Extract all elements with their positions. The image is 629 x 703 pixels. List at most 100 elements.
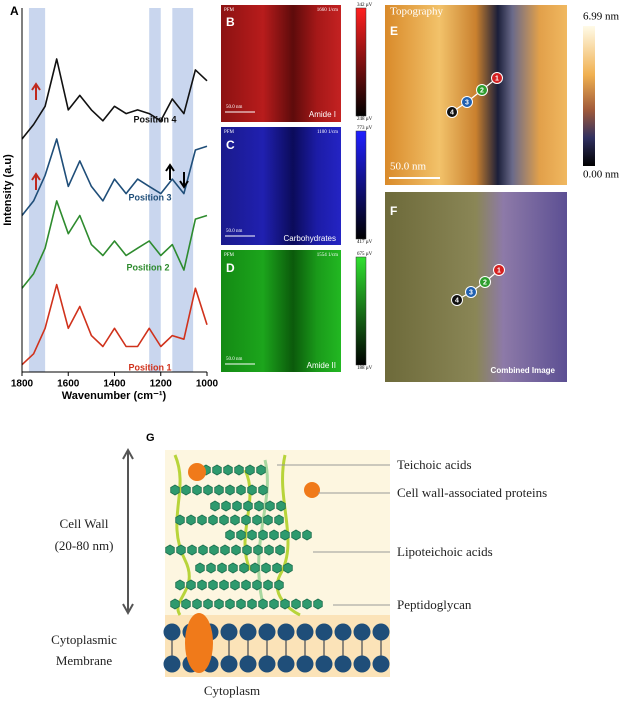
series-label: Position 3: [128, 192, 171, 202]
panel-d: PFM 1554 1/cm D 50.0 nm Amide II 675 µV …: [221, 250, 373, 372]
glycan-unit: [165, 544, 175, 556]
glycan-unit: [256, 464, 266, 476]
glycan-unit: [291, 529, 301, 541]
panel-letter: B: [226, 15, 235, 29]
lipid-head: [258, 623, 276, 641]
highlight-band: [172, 8, 194, 372]
panel-label: Amide I: [309, 110, 336, 119]
glycan-unit: [258, 484, 268, 496]
glycan-unit: [247, 529, 257, 541]
marker: [451, 294, 463, 306]
glycan-unit: [274, 579, 284, 591]
scale-label: 50.0 nm: [226, 105, 243, 110]
glycan-unit: [212, 464, 222, 476]
glycan-unit: [276, 500, 286, 512]
panel-label: Amide II: [307, 361, 336, 370]
component-label: Cell wall-associated proteins: [397, 485, 547, 500]
wavenumber: 1100 1/cm: [317, 130, 338, 135]
glycan-unit: [170, 598, 180, 610]
marker-link: [451, 77, 498, 113]
marker-label: 4: [455, 297, 459, 304]
glycan-unit: [203, 484, 213, 496]
spectrum-line: [21, 283, 208, 366]
glycan-unit: [214, 484, 224, 496]
glycan-unit: [195, 562, 205, 574]
highlight-band: [28, 8, 46, 372]
marker: [461, 96, 473, 108]
panel-letter: A: [10, 4, 19, 18]
glycan-unit: [247, 484, 257, 496]
glycan-unit: [302, 598, 312, 610]
marker-label: 1: [495, 75, 499, 82]
lipoteichoic-acid: [257, 459, 269, 601]
arrow: [179, 172, 189, 189]
lipid-head: [163, 623, 181, 641]
glycan-unit: [221, 500, 231, 512]
glycan-unit: [234, 464, 244, 476]
glycan-unit: [258, 598, 268, 610]
lipid-head: [334, 655, 352, 673]
component-label: Teichoic acids: [397, 457, 472, 472]
x-axis-label: Wavenumber (cm⁻¹): [62, 390, 167, 402]
lipid-head: [296, 623, 314, 641]
glycan-unit: [228, 562, 238, 574]
glycan-unit: [208, 514, 218, 526]
glycan-unit: [250, 562, 260, 574]
image: [221, 250, 341, 372]
spectrum-line: [21, 138, 208, 216]
glycan-unit: [186, 514, 196, 526]
lipid-head: [353, 655, 371, 673]
lipid-head: [372, 655, 390, 673]
glycan-unit: [181, 598, 191, 610]
glycan-unit: [239, 562, 249, 574]
glycan-unit: [302, 529, 312, 541]
position-markers: 1 2 3 4: [451, 264, 505, 306]
image: [385, 192, 567, 382]
glycan-unit: [261, 562, 271, 574]
y-axis-label: Intensity (a.u): [2, 154, 14, 226]
membrane-protein: [185, 613, 213, 673]
glycan-unit: [219, 514, 229, 526]
glycan-unit: [186, 579, 196, 591]
header: PFM: [224, 253, 235, 258]
thickness-arrow: [122, 447, 134, 616]
glycan-unit: [274, 514, 284, 526]
lipid-head: [315, 655, 333, 673]
lipid-head: [277, 655, 295, 673]
scale-label: 50.0 nm: [226, 357, 243, 362]
glycan-unit: [175, 579, 185, 591]
glycan-unit: [217, 562, 227, 574]
colorbar-min: 417 µV: [357, 240, 373, 245]
glycan-unit: [181, 484, 191, 496]
spectrum-line: [21, 58, 208, 140]
panel-c: PFM 1100 1/cm C 50.0 nm Carbohydrates 77…: [221, 126, 373, 245]
glycan-unit: [275, 544, 285, 556]
panel-g: G Cell Wall (20-80 nm) Cytoplasmic Membr…: [51, 432, 547, 698]
colorbar-min: 248 µV: [357, 117, 373, 122]
glycan-unit: [197, 579, 207, 591]
header: PFM: [224, 130, 235, 135]
marker: [476, 84, 488, 96]
glycan-unit: [208, 579, 218, 591]
teichoic-acid: [173, 454, 191, 616]
lipid-head: [334, 623, 352, 641]
panel-label: Combined Image: [491, 366, 556, 375]
panel-b: PFM 1660 1/cm B 50.0 nm Amide I 342 µV 2…: [221, 3, 373, 122]
colorbar-max: 675 µV: [357, 252, 373, 257]
marker: [479, 276, 491, 288]
glycan-unit: [265, 500, 275, 512]
lipid-head: [239, 655, 257, 673]
colorbar-max: 773 µV: [357, 126, 373, 131]
pointers: [277, 464, 390, 606]
colorbar-min: 188 µV: [357, 366, 373, 371]
glycan-unit: [206, 562, 216, 574]
glycan-unit: [253, 544, 263, 556]
glycan-unit: [243, 500, 253, 512]
panel-letter: D: [226, 261, 235, 275]
glycan-unit: [269, 529, 279, 541]
scale-label: 50.0 nm: [226, 229, 243, 234]
glycan-unit: [232, 500, 242, 512]
glycan-unit: [225, 598, 235, 610]
panel-f: F Combined Image 1 2 3 4: [385, 192, 567, 382]
glycan-unit: [231, 544, 241, 556]
